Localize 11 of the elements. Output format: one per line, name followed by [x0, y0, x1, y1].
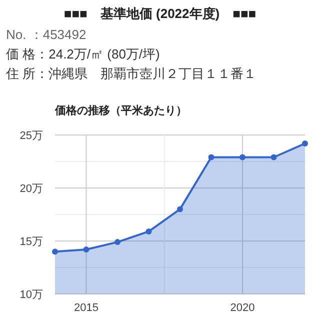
y-tick-label: 10万 — [20, 289, 43, 301]
chart-subtitle: 価格の推移（平米あたり） — [54, 104, 187, 117]
y-tick-label: 25万 — [20, 130, 43, 142]
text: 価 格：24.2万/㎡ (80万/坪) — [6, 46, 160, 62]
y-tick-label: 20万 — [20, 183, 43, 195]
text: No. ：453492 — [6, 27, 86, 42]
text: 住 所：沖縄県 那覇市壺川２丁目１１番１ — [5, 66, 257, 81]
y-tick-label: 15万 — [20, 236, 43, 248]
x-tick-label: 2020 — [230, 302, 255, 314]
x-tick-label: 2015 — [74, 302, 98, 314]
chart-title: ■■■ 基準地価 (2022年度) ■■■ — [64, 6, 256, 21]
